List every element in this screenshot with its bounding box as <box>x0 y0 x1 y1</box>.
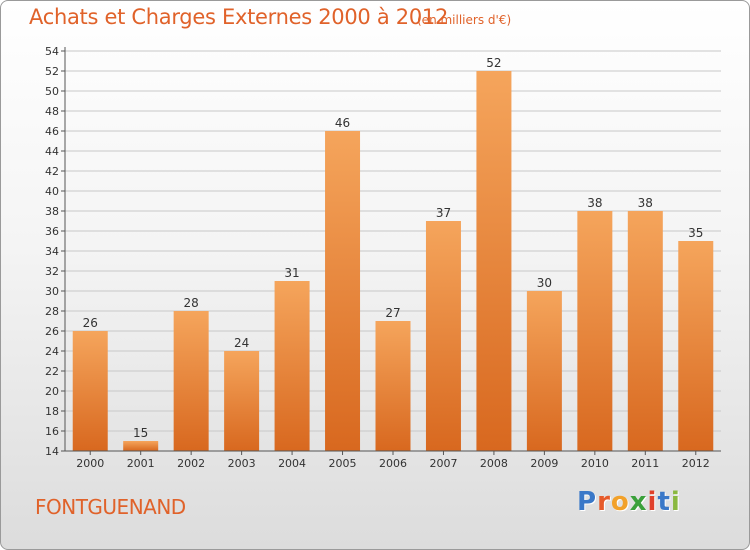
labels: 14 16 18 20 22 24 26 28 30 32 34 36 38 40 42 44 46 48 50 52… <box>45 45 710 470</box>
bar-value-label: 27 <box>385 306 400 320</box>
y-tick-label: 48 <box>45 105 59 118</box>
bars <box>72 71 714 451</box>
x-tick-label: 2010 <box>581 457 609 470</box>
bar-value-label: 37 <box>436 206 451 220</box>
bar <box>274 281 310 451</box>
y-tick-label: 24 <box>45 345 59 358</box>
y-tick-label: 50 <box>45 85 59 98</box>
bar <box>627 211 663 451</box>
bar <box>678 241 714 451</box>
x-tick-label: 2005 <box>329 457 357 470</box>
logo-letter: r <box>597 487 611 517</box>
x-tick-label: 2002 <box>177 457 205 470</box>
y-tick-label: 34 <box>45 245 59 258</box>
y-tick-label: 52 <box>45 65 59 78</box>
bar <box>577 211 613 451</box>
y-tick-label: 14 <box>45 445 59 458</box>
y-tick-label: 28 <box>45 305 59 318</box>
bar-value-label: 24 <box>234 336 249 350</box>
y-tick-label: 20 <box>45 385 59 398</box>
x-tick-label: 2011 <box>631 457 659 470</box>
y-tick-label: 42 <box>45 165 59 178</box>
bar-value-label: 26 <box>83 316 98 330</box>
logo-letter: t <box>657 487 671 517</box>
bar-value-label: 35 <box>688 226 703 240</box>
logo-letter: i <box>647 487 658 517</box>
bar <box>375 321 411 451</box>
x-tick-label: 2000 <box>76 457 104 470</box>
bar-value-label: 31 <box>284 266 299 280</box>
x-tick-label: 2004 <box>278 457 306 470</box>
y-tick-label: 36 <box>45 225 59 238</box>
x-tick-label: 2009 <box>530 457 558 470</box>
y-tick-label: 54 <box>45 45 59 58</box>
logo-letter: o <box>610 487 630 517</box>
x-tick-label: 2003 <box>228 457 256 470</box>
y-tick-label: 18 <box>45 405 59 418</box>
logo-letter: x <box>629 487 648 517</box>
unit-label: (en milliers d'€) <box>417 13 512 27</box>
logo-letter: i <box>670 487 681 517</box>
bar-value-label: 15 <box>133 426 148 440</box>
x-tick-label: 2007 <box>429 457 457 470</box>
x-tick-label: 2008 <box>480 457 508 470</box>
bar <box>72 331 108 451</box>
bar-value-label: 52 <box>486 56 501 70</box>
bar <box>476 71 512 451</box>
bar <box>425 221 461 451</box>
y-tick-label: 38 <box>45 205 59 218</box>
bar <box>173 311 209 451</box>
bar <box>325 131 361 451</box>
bar <box>224 351 260 451</box>
bar-value-label: 38 <box>587 196 602 210</box>
bar-value-label: 46 <box>335 116 350 130</box>
chart-title: Achats et Charges Externes 2000 à 2012 <box>29 5 449 29</box>
y-tick-label: 40 <box>45 185 59 198</box>
x-tick-label: 2001 <box>127 457 155 470</box>
y-tick-label: 26 <box>45 325 59 338</box>
y-tick-label: 16 <box>45 425 59 438</box>
bar-value-label: 30 <box>537 276 552 290</box>
bar-value-label: 28 <box>184 296 199 310</box>
y-tick-label: 44 <box>45 145 59 158</box>
x-tick-label: 2006 <box>379 457 407 470</box>
bar <box>123 441 159 451</box>
bar <box>526 291 562 451</box>
y-tick-label: 30 <box>45 285 59 298</box>
bar-value-label: 38 <box>638 196 653 210</box>
x-tick-label: 2012 <box>682 457 710 470</box>
y-tick-label: 32 <box>45 265 59 278</box>
axes <box>61 47 721 455</box>
proxiti-logo: Proxiti <box>577 487 681 517</box>
commune-name: FONTGUENAND <box>35 495 186 519</box>
logo-letter: P <box>577 487 598 517</box>
y-tick-label: 22 <box>45 365 59 378</box>
y-tick-label: 46 <box>45 125 59 138</box>
